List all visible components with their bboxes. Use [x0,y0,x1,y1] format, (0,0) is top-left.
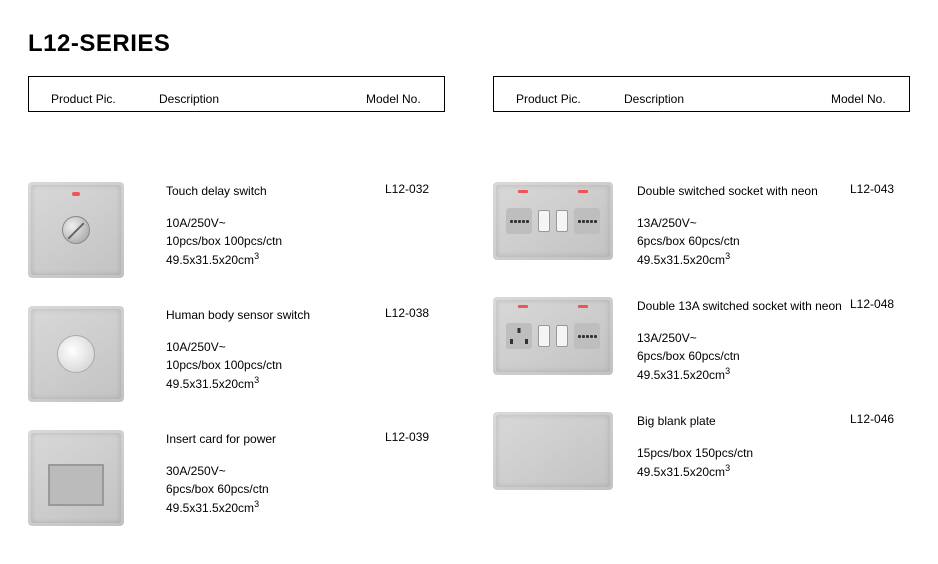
spec-size: 49.5x31.5x20cm3 [166,250,377,269]
product-title: Touch delay switch [166,182,377,200]
product-model: L12-043 [850,182,910,196]
product-model: L12-048 [850,297,910,311]
product-description: Double 13A switched socket with neon 13A… [637,297,850,384]
product-title: Insert card for power [166,430,377,448]
catalog-columns: Product Pic. Description Model No. Touch… [28,76,910,554]
spec-size: 49.5x31.5x20cm3 [637,365,842,384]
spec-packing: 10pcs/box 100pcs/ctn [166,232,377,250]
product-image [493,412,613,490]
spec-rating: 13A/250V~ [637,329,842,347]
spec-size: 49.5x31.5x20cm3 [166,498,377,517]
header-desc: Description [624,92,831,106]
series-title: L12-SERIES [28,30,910,58]
spec-size: 49.5x31.5x20cm3 [637,250,842,269]
spec-rating: 10A/250V~ [166,214,377,232]
right-column: Product Pic. Description Model No. Doubl… [493,76,910,554]
product-description: Double switched socket with neon 13A/250… [637,182,850,269]
product-model: L12-039 [385,430,445,444]
left-column: Product Pic. Description Model No. Touch… [28,76,445,554]
product-row: Double 13A switched socket with neon 13A… [493,297,910,384]
product-description: Human body sensor switch 10A/250V~ 10pcs… [166,306,385,393]
product-description: Insert card for power 30A/250V~ 6pcs/box… [166,430,385,517]
product-row: Big blank plate 15pcs/box 150pcs/ctn 49.… [493,412,910,490]
spec-packing: 6pcs/box 60pcs/ctn [637,347,842,365]
product-image [493,182,613,260]
product-model: L12-032 [385,182,445,196]
header-pic: Product Pic. [51,92,159,106]
product-image [28,182,124,278]
product-image [493,297,613,375]
spec-rating: 30A/250V~ [166,462,377,480]
spec-rating: 13A/250V~ [637,214,842,232]
product-image [28,430,124,526]
product-image [28,306,124,402]
header-model: Model No. [366,92,426,106]
product-row: Insert card for power 30A/250V~ 6pcs/box… [28,430,445,526]
column-header: Product Pic. Description Model No. [493,76,910,112]
product-row: Double switched socket with neon 13A/250… [493,182,910,269]
product-model: L12-046 [850,412,910,426]
spec-packing: 15pcs/box 150pcs/ctn [637,444,842,462]
product-title: Big blank plate [637,412,842,430]
header-model: Model No. [831,92,891,106]
spec-size: 49.5x31.5x20cm3 [166,374,377,393]
product-model: L12-038 [385,306,445,320]
header-desc: Description [159,92,366,106]
spec-size: 49.5x31.5x20cm3 [637,462,842,481]
product-description: Touch delay switch 10A/250V~ 10pcs/box 1… [166,182,385,269]
spec-packing: 6pcs/box 60pcs/ctn [166,480,377,498]
header-pic: Product Pic. [516,92,624,106]
spec-packing: 6pcs/box 60pcs/ctn [637,232,842,250]
product-description: Big blank plate 15pcs/box 150pcs/ctn 49.… [637,412,850,481]
spec-packing: 10pcs/box 100pcs/ctn [166,356,377,374]
product-row: Human body sensor switch 10A/250V~ 10pcs… [28,306,445,402]
spec-rating: 10A/250V~ [166,338,377,356]
column-header: Product Pic. Description Model No. [28,76,445,112]
product-title: Double 13A switched socket with neon [637,297,842,315]
product-row: Touch delay switch 10A/250V~ 10pcs/box 1… [28,182,445,278]
product-title: Human body sensor switch [166,306,377,324]
product-title: Double switched socket with neon [637,182,842,200]
